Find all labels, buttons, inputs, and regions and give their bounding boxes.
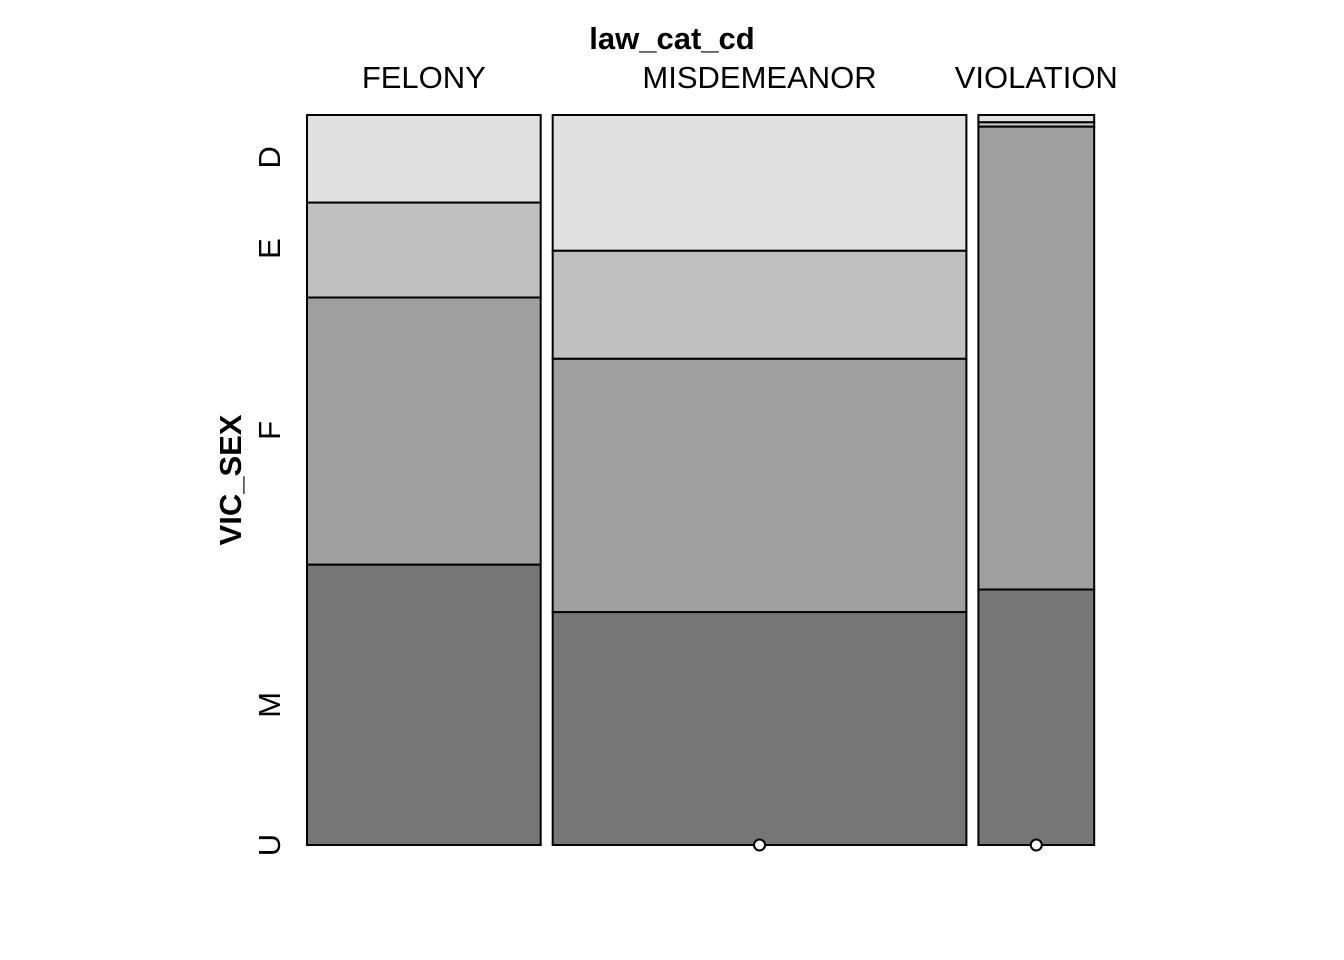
y-tick-label: U [252, 834, 287, 856]
column-felony: FELONY [306, 60, 542, 846]
cell-misdemeanor-e [551, 249, 968, 360]
cell-felony-d [306, 114, 542, 204]
cell-misdemeanor-d [551, 114, 968, 252]
x-tick-label: MISDEMEANOR [642, 60, 876, 95]
y-tick-label: E [252, 238, 287, 259]
mosaic-columns: FELONY MISDEMEANOR VIOLATION [306, 60, 1118, 852]
y-axis-title: VIC_SEX [213, 414, 248, 545]
y-tick-label: F [252, 421, 287, 440]
cell-misdemeanor-m [551, 611, 968, 846]
cell-violation-m [977, 588, 1096, 846]
cell-felony-e [306, 201, 542, 299]
cell-misdemeanor-f [551, 357, 968, 614]
zero-cell-marker [1029, 838, 1043, 852]
x-tick-label: VIOLATION [955, 60, 1118, 95]
x-tick-label: FELONY [362, 60, 486, 95]
cell-violation-f [977, 125, 1096, 591]
y-tick-labels: D E F M U [252, 146, 287, 856]
y-tick-label: M [252, 692, 287, 718]
y-tick-label: D [252, 146, 287, 168]
cell-violation-d [977, 114, 1096, 124]
cell-felony-f [306, 296, 542, 566]
cell-felony-m [306, 563, 542, 846]
x-axis-title: law_cat_cd [589, 21, 754, 56]
column-misdemeanor: MISDEMEANOR [551, 60, 968, 852]
column-violation: VIOLATION [955, 60, 1118, 852]
zero-cell-marker [753, 838, 767, 852]
